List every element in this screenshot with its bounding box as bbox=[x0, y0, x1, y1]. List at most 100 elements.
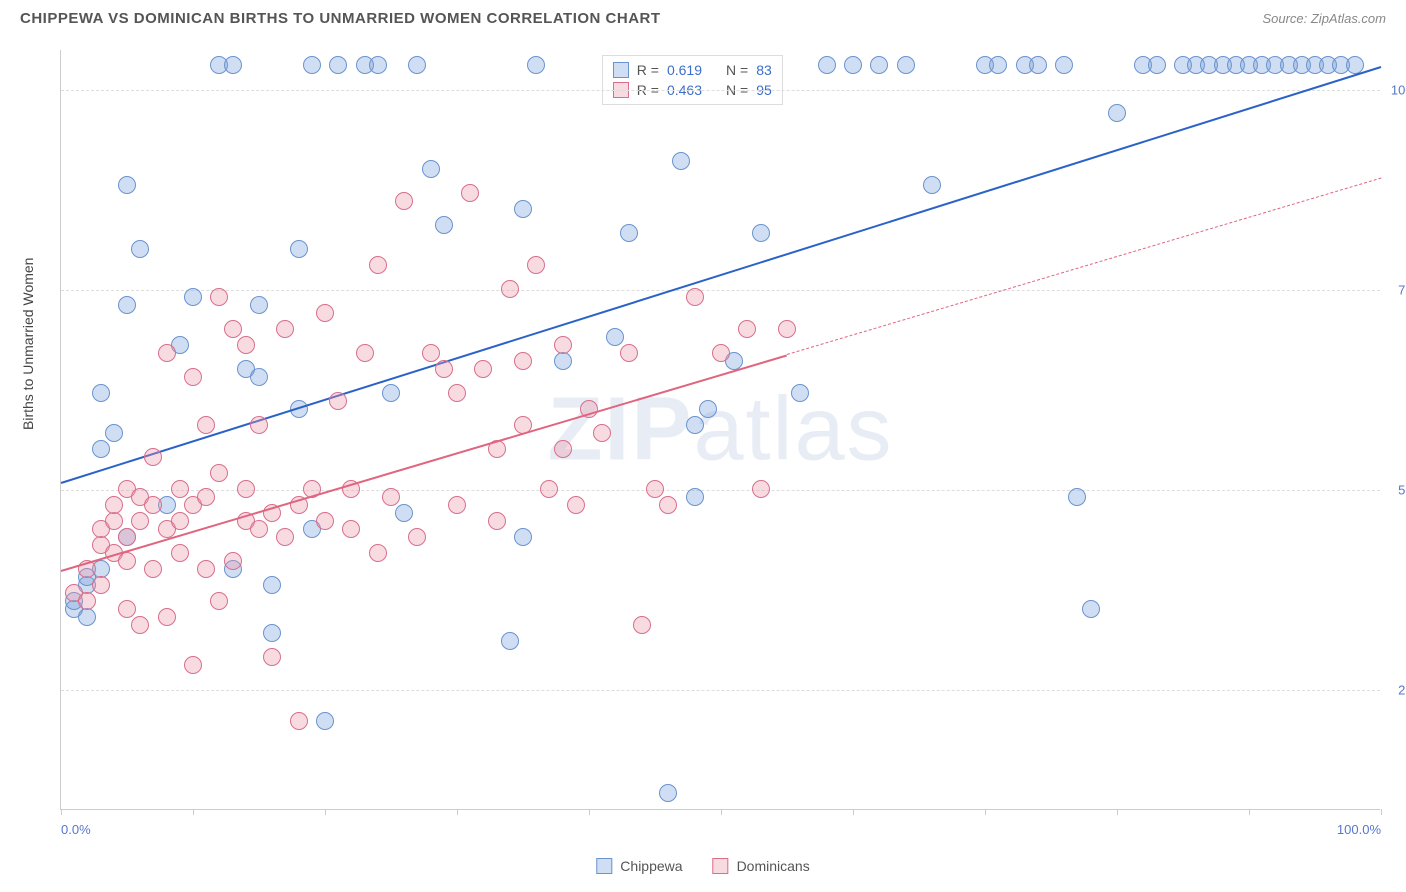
data-point-dominicans bbox=[250, 520, 268, 538]
data-point-chippewa bbox=[250, 296, 268, 314]
data-point-dominicans bbox=[422, 344, 440, 362]
data-point-dominicans bbox=[316, 512, 334, 530]
data-point-dominicans bbox=[554, 440, 572, 458]
data-point-dominicans bbox=[474, 360, 492, 378]
data-point-dominicans bbox=[316, 304, 334, 322]
data-point-chippewa bbox=[1068, 488, 1086, 506]
data-point-chippewa bbox=[554, 352, 572, 370]
data-point-dominicans bbox=[131, 616, 149, 634]
x-tick bbox=[61, 809, 62, 815]
data-point-chippewa bbox=[422, 160, 440, 178]
data-point-dominicans bbox=[118, 600, 136, 618]
data-point-chippewa bbox=[263, 624, 281, 642]
data-point-dominicans bbox=[712, 344, 730, 362]
data-point-chippewa bbox=[118, 296, 136, 314]
source-credit: Source: ZipAtlas.com bbox=[1262, 11, 1386, 26]
data-point-dominicans bbox=[105, 496, 123, 514]
r-value: 0.619 bbox=[667, 62, 702, 78]
data-point-dominicans bbox=[408, 528, 426, 546]
gridline bbox=[61, 690, 1380, 691]
x-tick bbox=[1117, 809, 1118, 815]
data-point-dominicans bbox=[356, 344, 374, 362]
data-point-chippewa bbox=[290, 240, 308, 258]
data-point-dominicans bbox=[514, 352, 532, 370]
x-tick-label: 0.0% bbox=[61, 822, 91, 837]
data-point-dominicans bbox=[78, 592, 96, 610]
legend-label: Chippewa bbox=[620, 858, 682, 874]
n-label: N = bbox=[726, 62, 748, 78]
data-point-dominicans bbox=[646, 480, 664, 498]
data-point-chippewa bbox=[501, 632, 519, 650]
x-tick bbox=[853, 809, 854, 815]
data-point-dominicans bbox=[171, 544, 189, 562]
data-point-chippewa bbox=[1082, 600, 1100, 618]
stats-row: R =0.619N =83 bbox=[613, 60, 772, 80]
data-point-dominicans bbox=[197, 416, 215, 434]
data-point-dominicans bbox=[197, 488, 215, 506]
data-point-dominicans bbox=[184, 368, 202, 386]
data-point-dominicans bbox=[633, 616, 651, 634]
data-point-dominicans bbox=[144, 448, 162, 466]
data-point-dominicans bbox=[224, 552, 242, 570]
data-point-chippewa bbox=[791, 384, 809, 402]
data-point-dominicans bbox=[448, 496, 466, 514]
data-point-dominicans bbox=[184, 656, 202, 674]
data-point-dominicans bbox=[501, 280, 519, 298]
n-value: 83 bbox=[756, 62, 772, 78]
data-point-chippewa bbox=[382, 384, 400, 402]
data-point-chippewa bbox=[686, 416, 704, 434]
chart-title: CHIPPEWA VS DOMINICAN BIRTHS TO UNMARRIE… bbox=[20, 10, 661, 27]
data-point-dominicans bbox=[263, 648, 281, 666]
data-point-dominicans bbox=[131, 512, 149, 530]
data-point-dominicans bbox=[92, 576, 110, 594]
x-tick bbox=[457, 809, 458, 815]
data-point-chippewa bbox=[659, 784, 677, 802]
x-tick bbox=[985, 809, 986, 815]
data-point-chippewa bbox=[105, 424, 123, 442]
data-point-chippewa bbox=[263, 576, 281, 594]
legend: Chippewa Dominicans bbox=[596, 858, 809, 874]
data-point-chippewa bbox=[620, 224, 638, 242]
data-point-chippewa bbox=[224, 56, 242, 74]
data-point-dominicans bbox=[461, 184, 479, 202]
data-point-chippewa bbox=[184, 288, 202, 306]
data-point-dominicans bbox=[778, 320, 796, 338]
data-point-dominicans bbox=[171, 512, 189, 530]
data-point-dominicans bbox=[237, 480, 255, 498]
data-point-chippewa bbox=[92, 440, 110, 458]
data-point-chippewa bbox=[250, 368, 268, 386]
data-point-dominicans bbox=[276, 528, 294, 546]
data-point-chippewa bbox=[514, 528, 532, 546]
x-tick bbox=[1249, 809, 1250, 815]
data-point-dominicans bbox=[290, 712, 308, 730]
legend-label: Dominicans bbox=[737, 858, 810, 874]
data-point-dominicans bbox=[752, 480, 770, 498]
data-point-dominicans bbox=[210, 464, 228, 482]
data-point-chippewa bbox=[1029, 56, 1047, 74]
data-point-dominicans bbox=[488, 512, 506, 530]
data-point-dominicans bbox=[329, 392, 347, 410]
data-point-dominicans bbox=[554, 336, 572, 354]
data-point-chippewa bbox=[699, 400, 717, 418]
data-point-dominicans bbox=[210, 592, 228, 610]
data-point-chippewa bbox=[78, 608, 96, 626]
data-point-chippewa bbox=[923, 176, 941, 194]
data-point-chippewa bbox=[870, 56, 888, 74]
x-tick bbox=[193, 809, 194, 815]
data-point-chippewa bbox=[1148, 56, 1166, 74]
legend-swatch bbox=[613, 62, 629, 78]
data-point-chippewa bbox=[818, 56, 836, 74]
data-point-dominicans bbox=[210, 288, 228, 306]
data-point-dominicans bbox=[540, 480, 558, 498]
data-point-dominicans bbox=[144, 560, 162, 578]
data-point-dominicans bbox=[342, 520, 360, 538]
data-point-dominicans bbox=[738, 320, 756, 338]
data-point-chippewa bbox=[369, 56, 387, 74]
x-tick bbox=[325, 809, 326, 815]
gridline bbox=[61, 490, 1380, 491]
data-point-chippewa bbox=[672, 152, 690, 170]
legend-swatch bbox=[713, 858, 729, 874]
y-tick-label: 25.0% bbox=[1398, 683, 1406, 698]
data-point-dominicans bbox=[105, 512, 123, 530]
x-tick-label: 100.0% bbox=[1337, 822, 1381, 837]
